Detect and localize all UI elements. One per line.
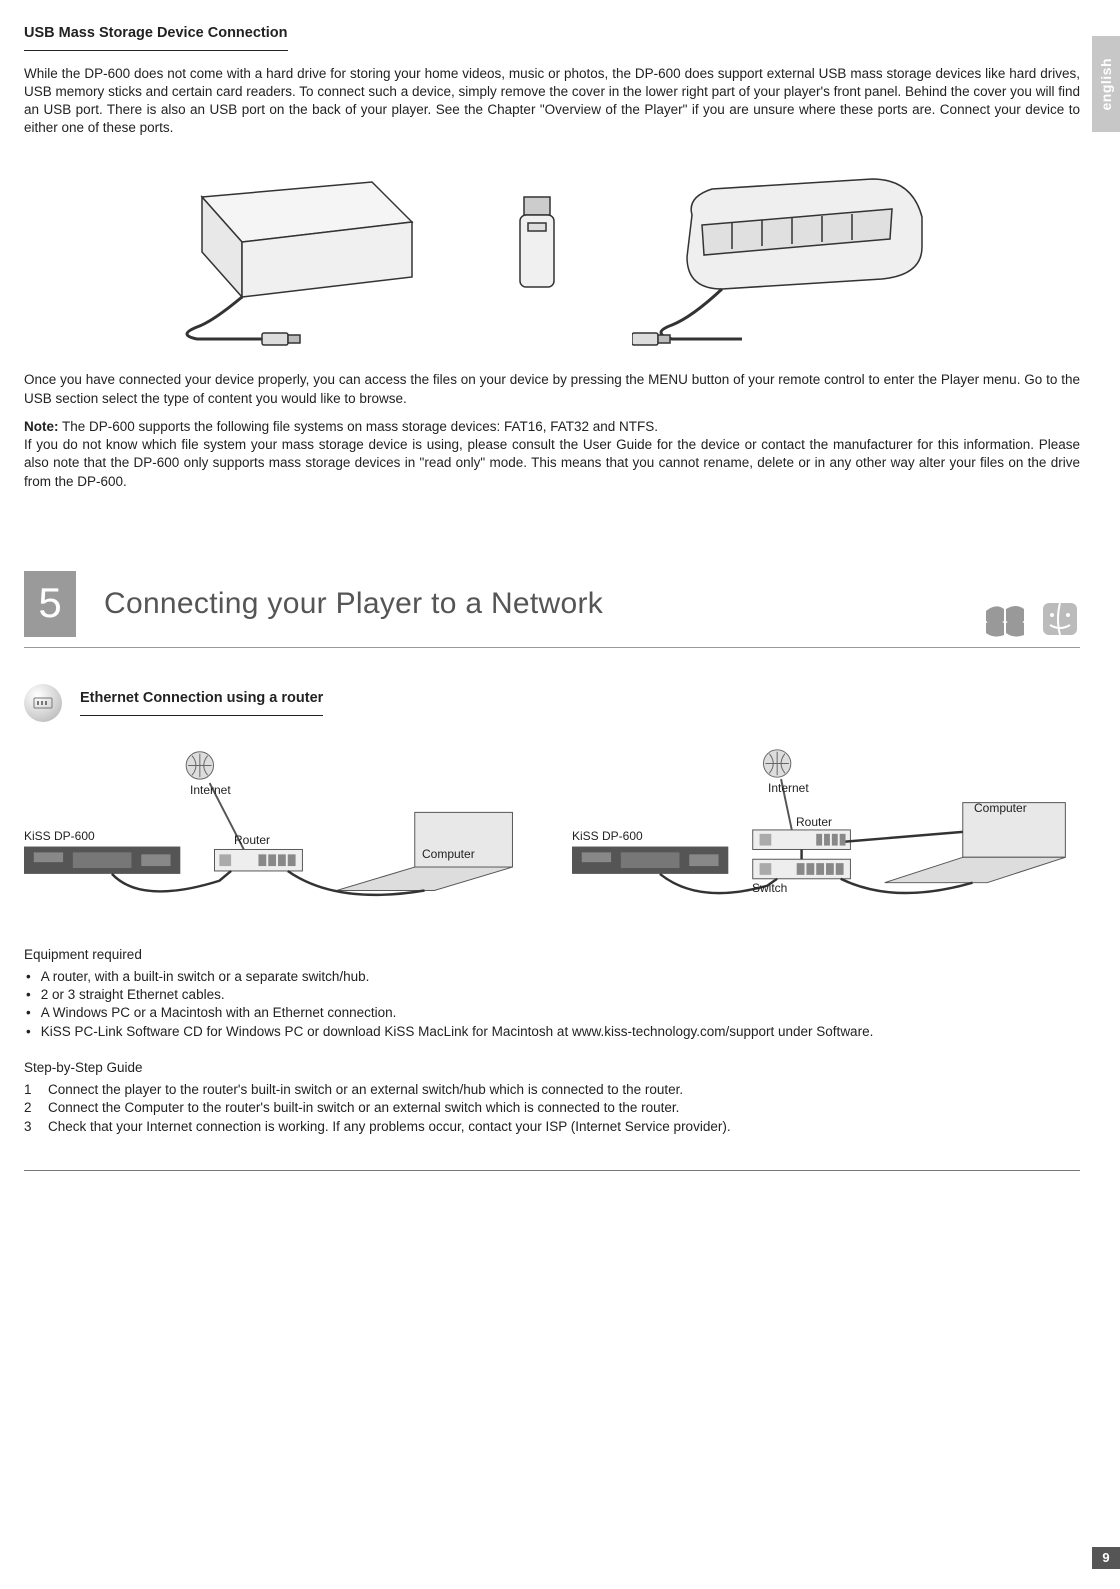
ethernet-title: Ethernet Connection using a router <box>80 689 323 716</box>
equipment-list: A router, with a built-in switch or a se… <box>24 968 1080 1041</box>
mac-finder-icon <box>1040 599 1080 639</box>
os-icons <box>982 599 1080 639</box>
hard-drive-icon <box>142 167 442 347</box>
list-item: A router, with a built-in switch or a se… <box>24 968 1080 986</box>
label-router-2: Router <box>796 814 832 830</box>
usb-devices-illustration <box>24 167 1080 347</box>
list-item: 1Connect the player to the router's buil… <box>24 1081 1080 1099</box>
label-kiss: KiSS DP-600 <box>24 828 95 844</box>
diagram-router-switch: Internet KiSS DP-600 Router Switch Compu… <box>572 742 1080 912</box>
label-router: Router <box>234 832 270 848</box>
language-label: english <box>1097 58 1116 111</box>
steps-list: 1Connect the player to the router's buil… <box>24 1081 1080 1136</box>
page-number-badge: 9 <box>1092 1547 1120 1569</box>
note-label: Note: <box>24 419 59 434</box>
label-switch: Switch <box>752 880 787 896</box>
section-title: Connecting your Player to a Network <box>104 584 603 625</box>
card-reader-icon <box>632 167 962 347</box>
label-internet-2: Internet <box>768 780 809 796</box>
windows-icon <box>982 599 1028 639</box>
usb-stick-icon <box>502 167 572 347</box>
list-item: 2 or 3 straight Ethernet cables. <box>24 986 1080 1004</box>
list-item: A Windows PC or a Macintosh with an Ethe… <box>24 1004 1080 1022</box>
usb-note: Note: The DP-600 supports the following … <box>24 418 1080 491</box>
language-tab: english <box>1092 36 1120 132</box>
steps-title: Step-by-Step Guide <box>24 1059 1080 1077</box>
label-kiss-2: KiSS DP-600 <box>572 828 643 844</box>
label-computer-2: Computer <box>974 800 1027 816</box>
bottom-divider <box>24 1170 1080 1171</box>
usb-paragraph-2: Once you have connected your device prop… <box>24 371 1080 407</box>
usb-paragraph-1: While the DP-600 does not come with a ha… <box>24 65 1080 138</box>
list-item: 2Connect the Computer to the router's bu… <box>24 1099 1080 1117</box>
list-item: 3Check that your Internet connection is … <box>24 1118 1080 1136</box>
ethernet-icon <box>24 684 62 722</box>
section-number: 5 <box>24 571 76 637</box>
usb-section-title: USB Mass Storage Device Connection <box>24 24 288 51</box>
label-computer: Computer <box>422 846 475 862</box>
list-item: KiSS PC-Link Software CD for Windows PC … <box>24 1023 1080 1041</box>
section-header: 5 Connecting your Player to a Network <box>24 571 1080 637</box>
equipment-title: Equipment required <box>24 946 1080 964</box>
section-divider <box>24 647 1080 648</box>
network-diagrams: Internet KiSS DP-600 Router Computer <box>24 742 1080 912</box>
diagram-router: Internet KiSS DP-600 Router Computer <box>24 742 532 912</box>
note-body: The DP-600 supports the following file s… <box>24 419 1080 489</box>
label-internet: Internet <box>190 782 231 798</box>
